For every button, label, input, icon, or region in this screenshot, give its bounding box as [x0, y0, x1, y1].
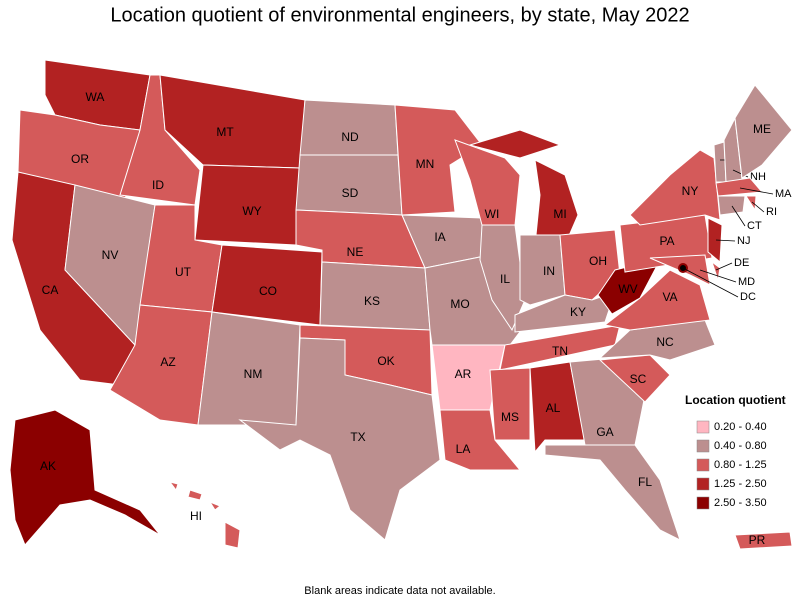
- state-label: KY: [570, 305, 586, 319]
- state-label: TX: [350, 430, 365, 444]
- state-shape: [439, 409, 522, 471]
- state-label: CA: [42, 283, 59, 297]
- state-label: GA: [596, 425, 613, 439]
- legend-label: 1.25 - 2.50: [714, 478, 767, 490]
- legend-label: 0.40 - 0.80: [714, 440, 767, 452]
- state-label: NV: [102, 248, 119, 262]
- state-shape: [224, 521, 241, 549]
- legend-label: 0.20 - 0.40: [714, 421, 767, 433]
- state-label: ID: [152, 178, 164, 192]
- state-shape: [238, 337, 441, 541]
- state-shape: [519, 234, 566, 306]
- state-label: ME: [753, 122, 771, 136]
- state-label: OR: [71, 152, 89, 166]
- state-shape: [295, 154, 403, 216]
- map-title: Location quotient of environmental engin…: [110, 4, 689, 26]
- state-label: HI: [190, 509, 202, 523]
- state-shape: [489, 367, 531, 441]
- state-label: SC: [630, 372, 647, 386]
- legend-swatch: [696, 439, 710, 453]
- state-shape: [711, 260, 721, 281]
- leader-line: [751, 201, 765, 213]
- leader-line: [715, 262, 733, 271]
- legend-label: 2.50 - 3.50: [714, 497, 767, 509]
- state-label: UT: [175, 265, 192, 279]
- state-shape: [534, 159, 579, 246]
- state-label: NJ: [737, 235, 750, 247]
- state-shape: [717, 195, 746, 216]
- state-label: MN: [416, 157, 435, 171]
- state-shape: [734, 84, 793, 179]
- state-label: NM: [244, 367, 263, 381]
- state-label: IN: [543, 264, 555, 278]
- state-label: WI: [485, 207, 500, 221]
- leader-line: [682, 267, 739, 298]
- state-shape: [707, 217, 723, 264]
- state-label: SD: [342, 186, 359, 200]
- footnote: Blank areas indicate data not available.: [304, 585, 495, 597]
- state-label: KS: [364, 294, 380, 308]
- state-label: FL: [638, 475, 652, 489]
- state-label: AL: [546, 401, 561, 415]
- leader-line: [731, 205, 746, 227]
- state-label: IA: [434, 230, 445, 244]
- state-label: MS: [501, 410, 519, 424]
- state-label: PA: [659, 234, 674, 248]
- state-label: OH: [589, 254, 607, 268]
- state-shape: [529, 361, 586, 454]
- legend-title: Location quotient: [685, 393, 786, 407]
- state-label: DE: [734, 257, 749, 269]
- legend: Location quotient 0.20 - 0.40 0.40 - 0.80…: [685, 393, 786, 510]
- state-label: CO: [259, 284, 277, 298]
- state-label: OK: [377, 354, 394, 368]
- state-label: ND: [341, 130, 359, 144]
- states: WA OR CA NV ID MT WY UT CO AZ NM ND SD NE KS OK TX MN IA MO…: [9, 59, 793, 550]
- state-label: WY: [242, 204, 261, 218]
- state-shape: [544, 444, 681, 541]
- state-shape: [9, 409, 161, 546]
- state-label: LA: [456, 442, 471, 456]
- state-label: MI: [553, 207, 566, 221]
- state-label: MD: [738, 276, 755, 288]
- leader-line: [715, 239, 736, 242]
- state-label: RI: [766, 206, 777, 218]
- state-label: DC: [740, 291, 756, 303]
- state-label: AR: [455, 367, 472, 381]
- state-label: IL: [500, 272, 510, 286]
- state-label: TN: [552, 344, 568, 358]
- state-label: NE: [347, 245, 364, 259]
- state-shape: [479, 224, 526, 332]
- state-label: NH: [750, 171, 766, 183]
- state-shape: [468, 129, 562, 159]
- legend-label: 0.80 - 1.25: [714, 459, 767, 471]
- leader-line: [699, 269, 737, 283]
- legend-swatch: [696, 458, 710, 472]
- state-label: MT: [216, 125, 234, 139]
- state-label: MA: [775, 188, 792, 200]
- state-label: PR: [749, 533, 766, 547]
- state-label: CT: [747, 220, 762, 232]
- state-label: NC: [656, 335, 674, 349]
- state-shape: [629, 149, 721, 226]
- state-shape: [168, 481, 179, 492]
- legend-swatch: [696, 496, 710, 510]
- legend-swatch: [696, 420, 710, 434]
- legend-swatch: [696, 477, 710, 491]
- state-shape: [734, 531, 793, 550]
- state-shape: [208, 500, 221, 511]
- state-shape: [299, 99, 399, 156]
- state-shape: [187, 489, 203, 501]
- state-shape: [745, 195, 757, 212]
- leader-line: [739, 187, 774, 195]
- state-label: AZ: [160, 355, 175, 369]
- state-label: MO: [450, 297, 469, 311]
- state-label: AK: [40, 459, 56, 473]
- state-label: VA: [662, 290, 677, 304]
- state-shape: [598, 354, 671, 403]
- state-label: WA: [86, 90, 105, 104]
- state-label: NY: [682, 184, 699, 198]
- state-label: WV: [618, 282, 637, 296]
